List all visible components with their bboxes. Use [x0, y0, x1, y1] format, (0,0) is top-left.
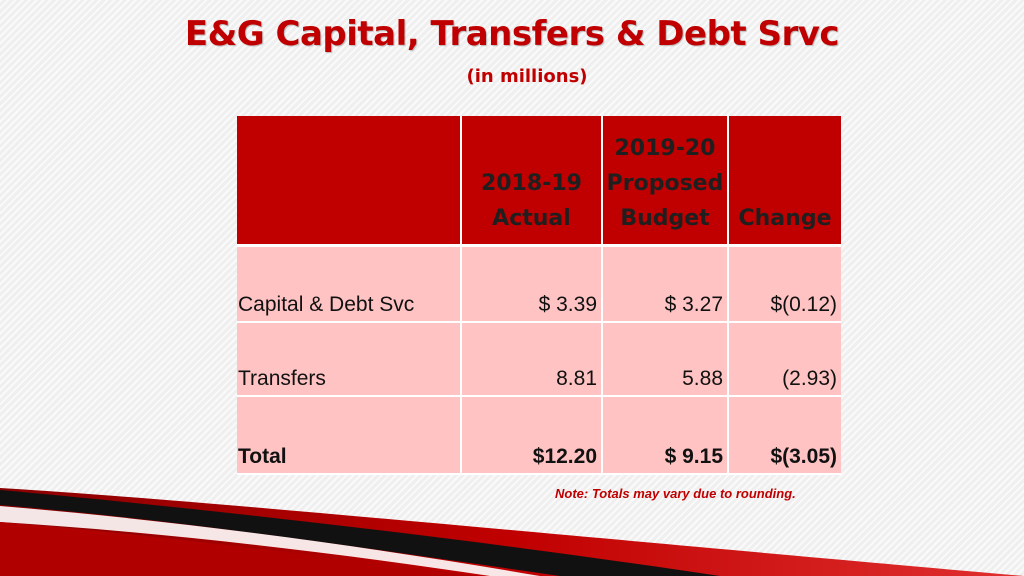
- cell-proposed: $ 3.27: [602, 245, 729, 323]
- table-row: Transfers 8.81 5.88 (2.93): [237, 322, 841, 397]
- swoosh-black-stroke: [0, 490, 720, 576]
- cell-change: $(3.05): [728, 396, 841, 475]
- cell-change: $(0.12): [728, 245, 841, 323]
- table-row: Capital & Debt Svc $ 3.39 $ 3.27 $(0.12): [237, 245, 841, 323]
- cell-actual: $ 3.39: [461, 245, 603, 323]
- row-label: Transfers: [237, 322, 462, 397]
- table-header-row: 2018-19 Actual 2019-20 Proposed Budget C…: [237, 116, 841, 247]
- cell-change: (2.93): [728, 322, 841, 397]
- cell-actual: 8.81: [461, 322, 603, 397]
- cell-actual: $12.20: [461, 396, 603, 475]
- row-label: Total: [237, 396, 462, 475]
- row-label: Capital & Debt Svc: [237, 245, 462, 323]
- swoosh-white-highlight: [0, 506, 540, 576]
- header-change: Change: [728, 116, 841, 247]
- cell-proposed: 5.88: [602, 322, 729, 397]
- swoosh-dark-red-base: [0, 522, 480, 576]
- header-blank: [237, 116, 462, 247]
- header-proposed: 2019-20 Proposed Budget: [602, 116, 729, 247]
- total-row: Total $12.20 $ 9.15 $(3.05): [237, 396, 841, 475]
- header-actual: 2018-19 Actual: [461, 116, 603, 247]
- slide-subtitle: (in millions): [466, 66, 588, 87]
- budget-table: 2018-19 Actual 2019-20 Proposed Budget C…: [237, 116, 841, 475]
- cell-proposed: $ 9.15: [602, 396, 729, 475]
- rounding-note: Note: Totals may vary due to rounding.: [555, 486, 796, 501]
- slide-title: E&G Capital, Transfers & Debt Srvc: [184, 14, 840, 54]
